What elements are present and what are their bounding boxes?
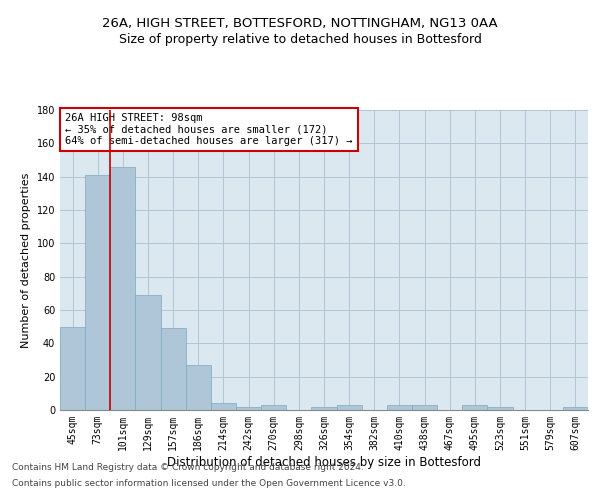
Bar <box>412 405 437 410</box>
Bar <box>487 406 512 410</box>
Y-axis label: Number of detached properties: Number of detached properties <box>21 172 31 348</box>
Bar <box>337 405 362 410</box>
Text: 26A, HIGH STREET, BOTTESFORD, NOTTINGHAM, NG13 0AA: 26A, HIGH STREET, BOTTESFORD, NOTTINGHAM… <box>102 18 498 30</box>
Bar <box>211 404 236 410</box>
Bar <box>462 405 487 410</box>
Bar <box>186 365 211 410</box>
Bar <box>563 406 588 410</box>
Bar <box>311 406 337 410</box>
Bar <box>136 295 161 410</box>
Bar <box>60 326 85 410</box>
X-axis label: Distribution of detached houses by size in Bottesford: Distribution of detached houses by size … <box>167 456 481 468</box>
Text: Contains public sector information licensed under the Open Government Licence v3: Contains public sector information licen… <box>12 478 406 488</box>
Bar <box>261 405 286 410</box>
Text: 26A HIGH STREET: 98sqm
← 35% of detached houses are smaller (172)
64% of semi-de: 26A HIGH STREET: 98sqm ← 35% of detached… <box>65 113 353 146</box>
Bar <box>85 175 110 410</box>
Text: Size of property relative to detached houses in Bottesford: Size of property relative to detached ho… <box>119 32 481 46</box>
Bar <box>236 406 261 410</box>
Bar <box>161 328 186 410</box>
Text: Contains HM Land Registry data © Crown copyright and database right 2024.: Contains HM Land Registry data © Crown c… <box>12 464 364 472</box>
Bar <box>110 166 136 410</box>
Bar <box>387 405 412 410</box>
